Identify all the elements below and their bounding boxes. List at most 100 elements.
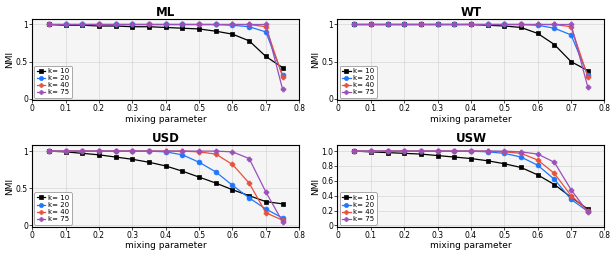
k= 10	[567, 196, 575, 199]
Title: ML: ML	[156, 6, 176, 18]
k= 20	[351, 23, 358, 26]
k= 10	[195, 176, 203, 179]
k= 40	[534, 23, 541, 26]
k= 20	[517, 23, 525, 26]
k= 10	[279, 66, 286, 69]
k= 20	[450, 23, 458, 26]
k= 10	[112, 25, 120, 28]
k= 75	[400, 150, 408, 153]
k= 75	[179, 23, 186, 26]
k= 40	[245, 182, 253, 185]
k= 20	[45, 23, 52, 26]
k= 10	[367, 23, 375, 26]
k= 20	[95, 150, 103, 153]
k= 10	[450, 23, 458, 26]
k= 10	[351, 23, 358, 26]
k= 10	[517, 26, 525, 29]
k= 40	[162, 150, 169, 153]
k= 20	[501, 23, 508, 26]
k= 20	[229, 24, 236, 27]
k= 75	[367, 23, 375, 26]
k= 10	[551, 183, 558, 186]
k= 20	[468, 150, 475, 153]
k= 10	[145, 161, 153, 164]
k= 75	[229, 23, 236, 26]
k= 10	[129, 158, 136, 161]
k= 40	[279, 75, 286, 78]
k= 10	[45, 150, 52, 153]
k= 40	[129, 23, 136, 26]
X-axis label: mixing parameter: mixing parameter	[125, 241, 206, 250]
k= 75	[145, 150, 153, 153]
k= 40	[534, 158, 541, 162]
k= 10	[112, 155, 120, 158]
k= 75	[45, 150, 52, 153]
k= 10	[179, 170, 186, 173]
k= 40	[517, 152, 525, 155]
k= 75	[517, 23, 525, 26]
k= 40	[145, 23, 153, 26]
k= 20	[534, 24, 541, 27]
k= 40	[434, 23, 441, 26]
Legend: k= 10, k= 20, k= 40, k= 75: k= 10, k= 20, k= 40, k= 75	[339, 66, 377, 98]
k= 10	[79, 24, 86, 27]
k= 10	[501, 25, 508, 28]
k= 10	[45, 23, 52, 26]
Y-axis label: NMI: NMI	[6, 51, 15, 68]
k= 40	[384, 150, 391, 153]
k= 75	[112, 150, 120, 153]
k= 20	[584, 73, 591, 77]
k= 40	[400, 23, 408, 26]
k= 40	[501, 23, 508, 26]
k= 75	[567, 188, 575, 191]
k= 40	[129, 150, 136, 153]
k= 40	[484, 150, 492, 153]
k= 10	[179, 27, 186, 30]
Legend: k= 10, k= 20, k= 40, k= 75: k= 10, k= 20, k= 40, k= 75	[34, 66, 71, 98]
k= 75	[245, 157, 253, 160]
k= 20	[262, 30, 270, 34]
k= 10	[95, 153, 103, 156]
k= 20	[567, 33, 575, 36]
k= 20	[145, 150, 153, 153]
X-axis label: mixing parameter: mixing parameter	[430, 115, 512, 124]
k= 75	[95, 150, 103, 153]
k= 20	[468, 23, 475, 26]
k= 75	[79, 23, 86, 26]
k= 10	[162, 26, 169, 29]
Line: k= 10: k= 10	[46, 22, 285, 70]
Line: k= 75: k= 75	[46, 149, 285, 224]
k= 40	[551, 23, 558, 26]
X-axis label: mixing parameter: mixing parameter	[125, 115, 206, 124]
k= 20	[534, 164, 541, 167]
k= 40	[484, 23, 492, 26]
k= 10	[62, 150, 70, 153]
k= 10	[434, 154, 441, 157]
k= 75	[79, 150, 86, 153]
k= 10	[468, 23, 475, 26]
k= 20	[384, 150, 391, 153]
k= 75	[367, 150, 375, 153]
Y-axis label: NMI: NMI	[6, 177, 15, 195]
k= 75	[162, 23, 169, 26]
k= 20	[279, 73, 286, 77]
Title: USD: USD	[152, 132, 180, 145]
k= 75	[417, 150, 424, 153]
k= 10	[262, 200, 270, 203]
k= 75	[212, 150, 219, 153]
k= 40	[112, 150, 120, 153]
k= 75	[195, 23, 203, 26]
k= 75	[279, 220, 286, 223]
k= 20	[212, 23, 219, 26]
k= 10	[484, 159, 492, 162]
k= 20	[584, 210, 591, 213]
k= 20	[129, 150, 136, 153]
k= 75	[45, 23, 52, 26]
k= 40	[501, 150, 508, 153]
k= 40	[145, 150, 153, 153]
k= 40	[450, 23, 458, 26]
k= 20	[212, 170, 219, 174]
k= 20	[279, 216, 286, 219]
Title: WT: WT	[460, 6, 482, 18]
k= 40	[45, 23, 52, 26]
